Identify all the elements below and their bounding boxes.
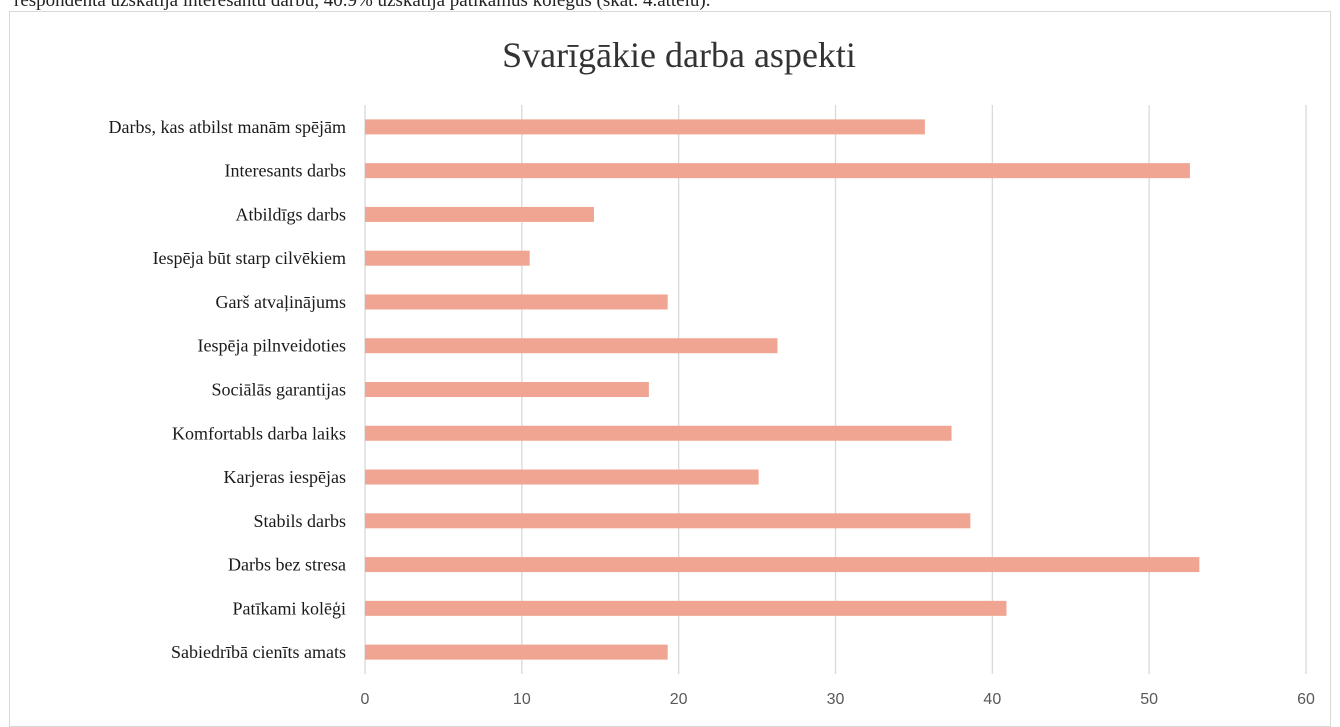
category-label: Garš atvaļinājums — [216, 292, 346, 312]
bar — [365, 250, 530, 266]
category-label: Patīkami kolēģi — [233, 598, 346, 618]
bars — [365, 119, 1200, 660]
category-labels: Darbs, kas atbilst manām spējām Interesan… — [109, 117, 346, 662]
bar — [365, 513, 971, 529]
x-tick-label: 40 — [983, 691, 1001, 708]
bar — [365, 469, 759, 485]
x-tick-label: 0 — [361, 691, 370, 708]
x-tick-label: 50 — [1140, 691, 1158, 708]
bar — [365, 600, 1007, 616]
category-label: Interesants darbs — [225, 161, 346, 181]
x-tick-label: 60 — [1297, 691, 1315, 708]
chart-title: Svarīgākie darba aspekti — [502, 35, 856, 75]
category-label: Stabils darbs — [254, 511, 347, 531]
x-tick-label: 20 — [670, 691, 688, 708]
bar — [365, 338, 778, 354]
bar — [365, 206, 594, 222]
category-label: Sociālās garantijas — [212, 380, 346, 400]
bar — [365, 163, 1190, 179]
bar — [365, 119, 925, 135]
chart-container: Svarīgākie darba aspekti Darbs, kas atbi… — [9, 11, 1331, 727]
bar — [365, 294, 668, 310]
x-tick-label: 30 — [827, 691, 845, 708]
bar — [365, 644, 668, 660]
bar — [365, 557, 1200, 573]
category-label: Iespēja būt starp cilvēkiem — [153, 248, 346, 268]
bar-chart: Svarīgākie darba aspekti Darbs, kas atbi… — [109, 35, 1315, 708]
category-label: Atbildīgs darbs — [236, 204, 347, 224]
x-axis-ticks: 0 10 20 30 40 50 60 — [361, 691, 1315, 708]
category-label: Darbs, kas atbilst manām spējām — [109, 117, 346, 137]
x-tick-label: 10 — [513, 691, 531, 708]
gridlines — [364, 105, 1307, 674]
category-label: Karjeras iespējas — [224, 467, 346, 487]
category-label: Komfortabls darba laiks — [172, 423, 346, 443]
bar — [365, 425, 952, 441]
bar — [365, 382, 649, 397]
body-text-line: respondenta uzskatīja interesantu darbu,… — [14, 0, 711, 11]
category-label: Darbs bez stresa — [228, 555, 346, 575]
category-label: Sabiedrībā cienīts amats — [171, 642, 346, 662]
category-label: Iespēja pilnveidoties — [198, 336, 346, 356]
